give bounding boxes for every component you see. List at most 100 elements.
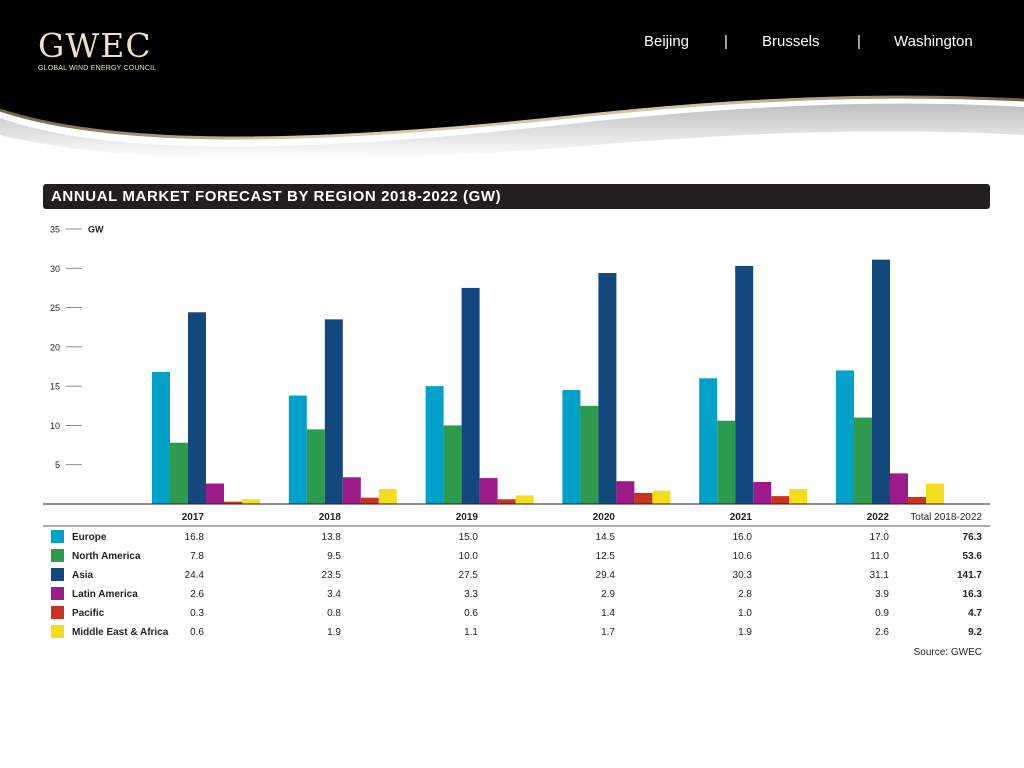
table-cell-value: 13.8	[322, 532, 342, 543]
table-cell-value: 15.0	[459, 532, 479, 543]
table-header-year: 2022	[867, 512, 890, 523]
bar-europe-2018	[288, 395, 307, 504]
table-cell-value: 11.0	[870, 551, 889, 562]
bar-chart: 5 10 15 20 25 30 35 GW	[43, 225, 990, 505]
city-separator: |	[857, 33, 861, 50]
table-header-year: 2017	[182, 512, 205, 523]
table-header-total: Total 2018-2022	[910, 512, 982, 523]
bar-asia-2021	[735, 265, 754, 504]
y-tick-label: 35	[50, 225, 60, 235]
legend-swatch	[51, 549, 64, 562]
table-header-year: 2018	[319, 512, 342, 523]
legend-swatch	[51, 625, 64, 638]
legend-label: Asia	[72, 570, 94, 581]
bar-middle-east-africa-2021	[789, 489, 808, 504]
bar-pacific-2019	[497, 499, 516, 504]
bar-north-america-2018	[306, 429, 325, 504]
bar-latin-america-2019	[479, 478, 498, 504]
table-cell-value: 1.1	[464, 627, 478, 638]
y-tick-label: 5	[55, 460, 60, 470]
legend-label: Pacific	[72, 608, 105, 619]
table-cell-total: 9.2	[968, 627, 982, 638]
table-cell-value: 0.6	[190, 627, 204, 638]
office-cities: Beijing | Brussels | Washington	[0, 33, 1024, 53]
bar-middle-east-africa-2020	[652, 490, 671, 504]
logo-subtitle: GLOBAL WIND ENERGY COUNCIL	[38, 65, 157, 72]
table-cell-value: 31.1	[870, 570, 890, 581]
bar-latin-america-2020	[616, 481, 635, 504]
table-cell-total: 53.6	[963, 551, 983, 562]
bars	[152, 259, 944, 504]
bar-europe-2017	[152, 372, 170, 504]
bar-pacific-2022	[908, 496, 926, 504]
chart-title: ANNUAL MARKET FORECAST BY REGION 2018-20…	[51, 188, 502, 205]
legend-swatch	[51, 568, 64, 581]
bar-europe-2020	[562, 390, 581, 504]
table-cell-value: 17.0	[870, 532, 890, 543]
city-washington: Washington	[894, 33, 973, 50]
legend-swatch	[51, 606, 64, 619]
bar-latin-america-2017	[206, 483, 224, 504]
table-cell-value: 16.0	[733, 532, 753, 543]
table-header-year: 2020	[593, 512, 616, 523]
city-beijing: Beijing	[644, 33, 690, 50]
table-cell-value: 3.4	[327, 589, 341, 600]
y-axis-unit-label: GW	[88, 225, 104, 235]
table-cell-value: 10.6	[733, 551, 753, 562]
y-tick-label: 20	[50, 342, 60, 352]
table-header-year: 2019	[456, 512, 479, 523]
header-banner: GWEC GLOBAL WIND ENERGY COUNCIL Beijing …	[0, 0, 1024, 160]
bar-europe-2021	[699, 378, 718, 504]
header-background	[0, 0, 1024, 160]
table-cell-total: 141.7	[957, 570, 982, 581]
bar-asia-2019	[461, 287, 480, 504]
source-note: Source: GWEC	[913, 647, 982, 658]
table-cell-value: 2.6	[875, 627, 889, 638]
bar-asia-2017	[188, 312, 206, 504]
table-cell-value: 29.4	[596, 570, 616, 581]
table-cell-value: 30.3	[733, 570, 753, 581]
table-cell-total: 16.3	[963, 589, 983, 600]
table-cell-value: 9.5	[327, 551, 341, 562]
table-cell-total: 4.7	[968, 608, 982, 619]
logo-text: GWEC	[38, 26, 152, 65]
table-cell-value: 3.9	[875, 589, 889, 600]
table-cell-value: 2.6	[190, 589, 204, 600]
table-cell-value: 0.9	[875, 608, 889, 619]
bar-pacific-2018	[360, 497, 379, 504]
bar-middle-east-africa-2017	[242, 499, 260, 504]
table-cell-value: 1.9	[327, 627, 341, 638]
bar-asia-2018	[324, 319, 343, 504]
bar-north-america-2022	[854, 417, 872, 504]
chart-title-bar: ANNUAL MARKET FORECAST BY REGION 2018-20…	[43, 184, 990, 209]
bar-asia-2022	[872, 259, 890, 504]
table-body: 2017 2018 2019 2020 2021 2022 Total 2018-2022 E…	[43, 512, 990, 638]
bar-asia-2020	[598, 273, 617, 504]
table-cell-value: 0.8	[327, 608, 341, 619]
table-cell-value: 1.4	[601, 608, 615, 619]
y-tick-label: 25	[50, 303, 60, 313]
table-cell-value: 3.3	[464, 589, 478, 600]
table-cell-value: 0.3	[190, 608, 204, 619]
legend-label: Latin America	[72, 589, 138, 600]
table-cell-value: 27.5	[459, 570, 479, 581]
bar-north-america-2020	[580, 405, 599, 504]
bar-middle-east-africa-2022	[926, 483, 944, 504]
data-table: 2017 2018 2019 2020 2021 2022 Total 2018-2022 E…	[43, 512, 990, 638]
table-cell-value: 16.8	[185, 532, 205, 543]
bar-europe-2019	[425, 386, 444, 504]
table-cell-value: 7.8	[190, 551, 204, 562]
table-cell-value: 23.5	[322, 570, 342, 581]
table-cell-value: 24.4	[185, 570, 205, 581]
bar-north-america-2021	[717, 420, 736, 504]
bar-pacific-2017	[224, 501, 242, 504]
bar-latin-america-2018	[342, 477, 361, 504]
bar-north-america-2019	[443, 425, 462, 504]
bar-middle-east-africa-2019	[515, 495, 534, 504]
legend-label: Europe	[72, 532, 107, 543]
legend-label: Middle East & Africa	[72, 627, 169, 638]
y-tick-label: 15	[50, 382, 60, 392]
legend-swatch	[51, 587, 64, 600]
table-cell-value: 0.6	[464, 608, 478, 619]
bar-north-america-2017	[170, 442, 188, 504]
